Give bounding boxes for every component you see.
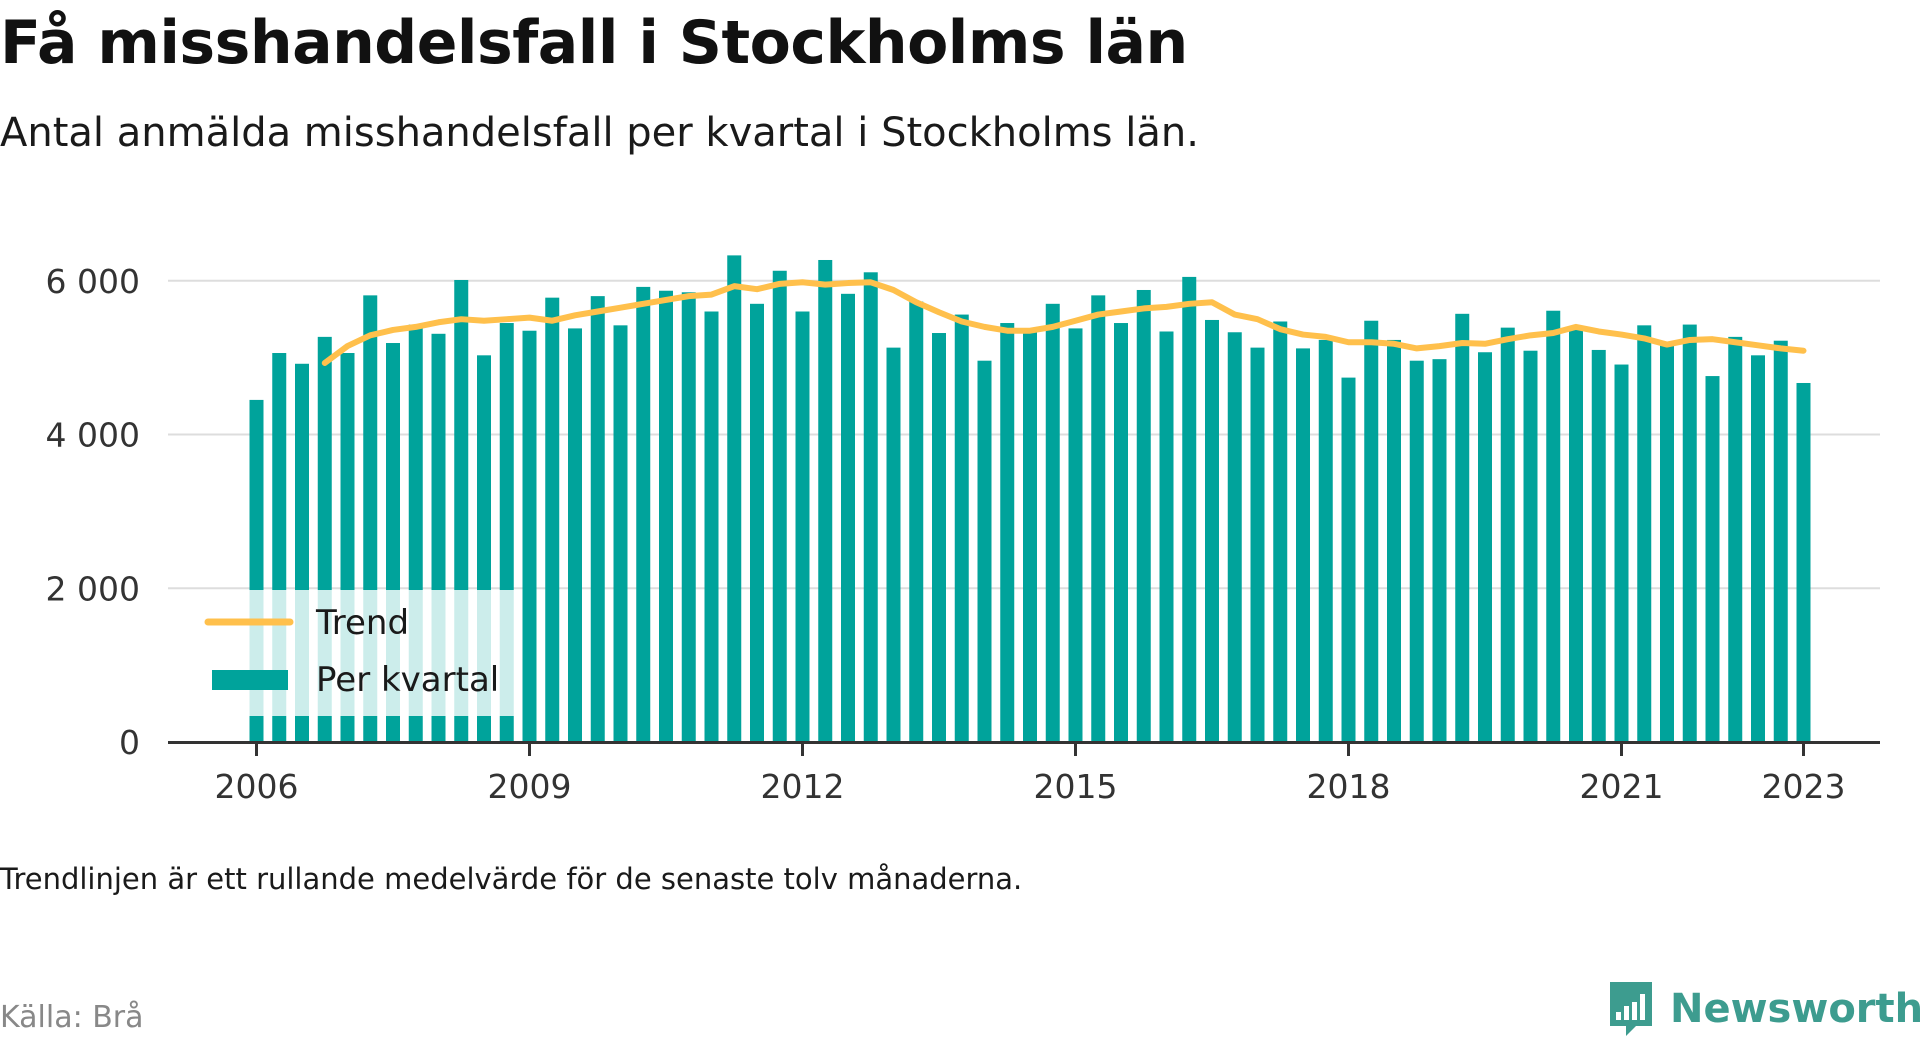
bar <box>1614 364 1629 742</box>
brand-name: Newsworthy <box>1670 986 1920 1032</box>
trend-line <box>321 279 1807 367</box>
bar <box>1068 328 1083 742</box>
bar <box>1114 323 1128 742</box>
chart-title: Få misshandelsfall i Stockholms län <box>0 8 1188 78</box>
trend-series <box>321 279 1807 367</box>
bar <box>1637 325 1652 742</box>
bar <box>1728 336 1743 742</box>
newsworthy-logo[interactable]: Newsworthy <box>1606 978 1920 1040</box>
bar <box>1591 349 1606 742</box>
x-axis-ticks: 2006 2009 2012 2015 2018 2021 2023 <box>215 742 1846 806</box>
chart-subtitle: Antal anmälda misshandelsfall per kvarta… <box>0 110 1199 156</box>
bar <box>841 293 855 742</box>
x-tick-label: 2015 <box>1034 767 1118 806</box>
bar <box>1159 331 1174 742</box>
legend-background <box>207 590 521 716</box>
bar <box>1500 327 1515 742</box>
legend-bar-swatch <box>212 670 288 690</box>
bar <box>1432 359 1447 742</box>
bar <box>772 270 787 742</box>
bar <box>590 296 605 743</box>
bar <box>1773 340 1788 742</box>
bar <box>863 272 878 742</box>
bar <box>1182 276 1197 742</box>
bar <box>1296 348 1310 742</box>
y-axis-ticks: 0 2 000 4 000 6 000 <box>46 262 140 762</box>
bar <box>659 290 673 742</box>
bar <box>886 347 901 742</box>
bar <box>1705 376 1720 742</box>
bar <box>1546 310 1561 742</box>
bar-series <box>249 255 1811 743</box>
bar <box>727 255 742 742</box>
x-tick-label: 2018 <box>1307 767 1391 806</box>
bar <box>750 303 764 742</box>
bar <box>522 330 537 742</box>
bar <box>1364 320 1379 742</box>
x-tick-label: 2009 <box>488 767 572 806</box>
y-tick-label: 4 000 <box>46 416 140 455</box>
x-tick-label: 2006 <box>215 767 299 806</box>
bar <box>1136 289 1151 742</box>
bar <box>1682 324 1697 742</box>
bar <box>1751 355 1765 742</box>
bar <box>1273 321 1288 742</box>
bar <box>977 360 992 742</box>
bar <box>1341 377 1356 742</box>
bar-chart: 0 2 000 4 000 6 000 2006 2009 2012 2015 2018 202… <box>46 255 1880 806</box>
bar <box>909 301 924 742</box>
bar <box>1250 347 1265 742</box>
y-tick-label: 2 000 <box>46 569 140 608</box>
legend: Trend Per kvartal <box>204 590 521 716</box>
bar <box>932 333 946 742</box>
bar <box>613 325 628 742</box>
bar <box>1227 332 1242 742</box>
x-tick-label: 2012 <box>761 767 845 806</box>
bar <box>681 292 696 742</box>
legend-trend-label: Trend <box>315 603 409 643</box>
bar <box>1523 350 1538 742</box>
bar <box>1478 352 1492 742</box>
bar <box>1660 343 1674 742</box>
bar <box>1455 313 1470 742</box>
bar <box>1796 382 1811 742</box>
bar <box>704 311 719 742</box>
bar <box>1045 303 1060 742</box>
y-tick-label: 6 000 <box>46 262 140 301</box>
bar <box>636 286 651 742</box>
bar <box>1387 339 1401 742</box>
bar <box>1023 330 1037 742</box>
bar <box>545 297 560 742</box>
bar <box>818 259 833 742</box>
x-tick-label: 2023 <box>1762 767 1846 806</box>
newsworthy-chart-icon <box>1610 982 1652 1036</box>
bar <box>1318 339 1333 742</box>
bar <box>954 314 969 742</box>
footnote: Trendlinjen är ett rullande medelvärde f… <box>0 862 1023 896</box>
bar <box>1409 360 1424 742</box>
bar <box>1569 329 1583 742</box>
bar <box>568 328 582 742</box>
source-credit: Källa: Brå <box>0 1000 144 1035</box>
x-tick-label: 2021 <box>1580 767 1664 806</box>
bar <box>1205 319 1219 742</box>
bar <box>1000 323 1015 742</box>
bar <box>795 311 810 742</box>
legend-bar-label: Per kvartal <box>316 660 499 700</box>
y-tick-label: 0 <box>119 723 140 762</box>
bar <box>1091 295 1106 742</box>
